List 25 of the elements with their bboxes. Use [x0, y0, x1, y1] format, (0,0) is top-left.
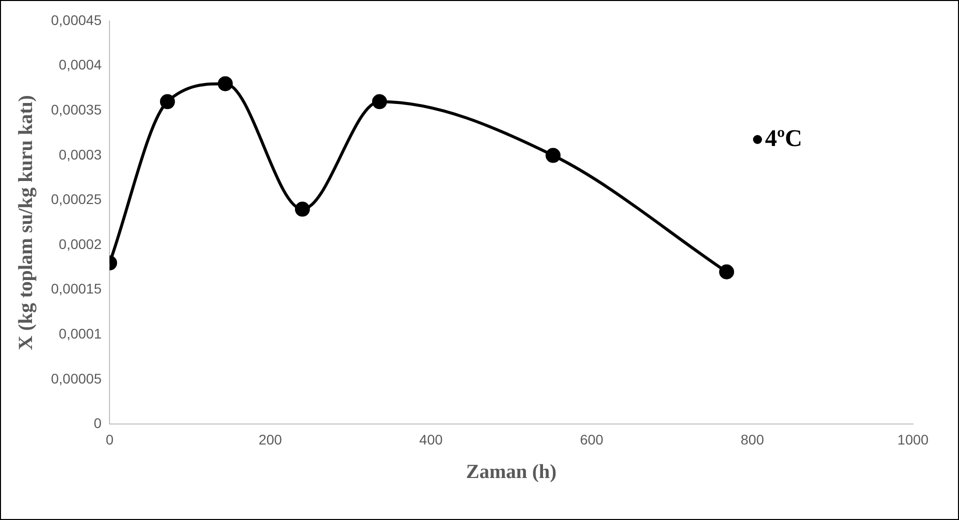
x-tick-label: 200: [258, 431, 282, 448]
x-tick-label: 600: [580, 431, 604, 448]
y-tick-label: 0,00045: [50, 12, 102, 28]
x-axis-title: Zaman (h): [466, 461, 557, 484]
y-tick-label: 0,0003: [58, 146, 102, 162]
y-tick-label: 0,0001: [58, 325, 102, 342]
y-tick-label: 0,00015: [50, 280, 102, 297]
point: [294, 202, 310, 217]
y-tick-label: 0,00005: [50, 370, 102, 386]
x-tick-label: 1000: [897, 431, 929, 448]
point: [372, 94, 388, 110]
y-tick-label: 0,0004: [58, 56, 102, 73]
x-tick-label: 0: [106, 431, 114, 448]
x-tick-label: 800: [740, 431, 764, 448]
y-axis-title: X (kg toplam su/kg kuru katı): [15, 95, 38, 350]
point: [546, 148, 561, 163]
point: [160, 94, 175, 110]
point: [218, 76, 233, 92]
x-tick-label: 400: [419, 431, 443, 448]
y-tick-label: 0,00035: [50, 101, 102, 118]
point: [719, 264, 734, 280]
legend-label: 4ºC: [765, 126, 802, 153]
y-tick-label: 0: [94, 415, 102, 432]
y-tick-label: 0,0002: [58, 236, 102, 252]
y-tick-label: 0,00025: [50, 191, 102, 208]
